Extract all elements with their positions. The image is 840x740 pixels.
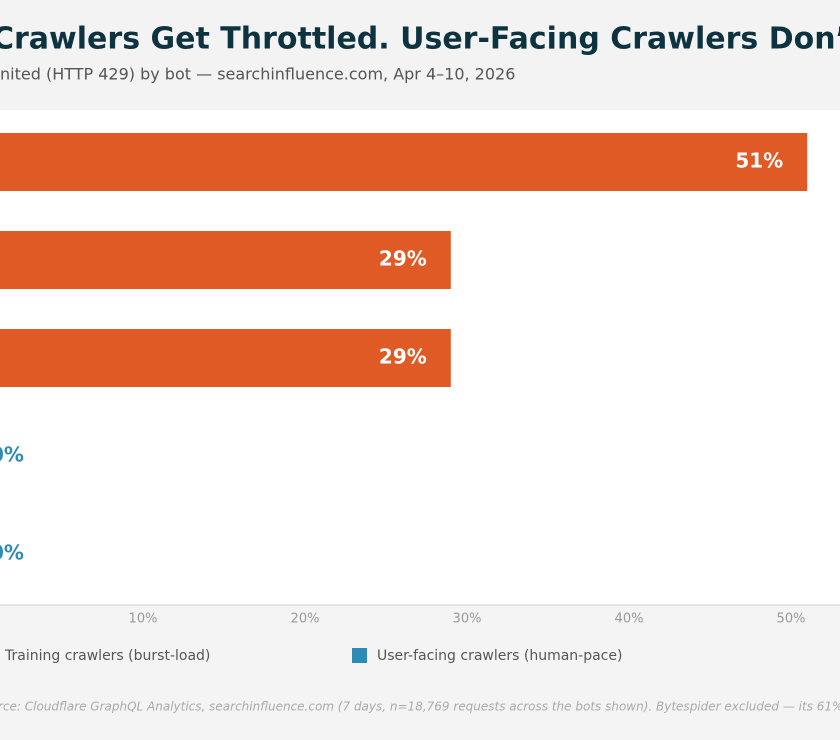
legend-label: User-facing crawlers (human-pace) [377, 648, 622, 664]
legend-swatch [352, 648, 367, 663]
x-tick-label: 40% [615, 612, 644, 627]
chart-subtitle: nited (HTTP 429) by bot — searchinfluenc… [0, 65, 515, 84]
value-label: 29% [379, 247, 427, 271]
x-tick-label: 50% [777, 612, 806, 627]
bar [0, 231, 451, 289]
bar [0, 133, 808, 191]
x-tick-label: 20% [291, 612, 320, 627]
value-label: 0% [0, 541, 24, 565]
header-background [0, 0, 840, 110]
bar [0, 329, 451, 387]
x-tick-label: 30% [453, 612, 482, 627]
source-note: rce: Cloudflare GraphQL Analytics, searc… [0, 700, 840, 714]
value-label: 51% [735, 149, 783, 173]
chart-title: Crawlers Get Throttled. User-Facing Craw… [0, 22, 840, 57]
value-label: 29% [379, 345, 427, 369]
x-tick-label: 10% [129, 612, 158, 627]
value-label: 0% [0, 443, 24, 467]
legend-label: Training crawlers (burst-load) [4, 648, 210, 664]
